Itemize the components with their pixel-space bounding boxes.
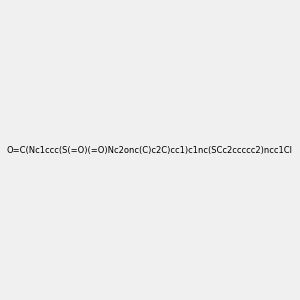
Text: O=C(Nc1ccc(S(=O)(=O)Nc2onc(C)c2C)cc1)c1nc(SCc2ccccc2)ncc1Cl: O=C(Nc1ccc(S(=O)(=O)Nc2onc(C)c2C)cc1)c1n… — [7, 146, 293, 154]
